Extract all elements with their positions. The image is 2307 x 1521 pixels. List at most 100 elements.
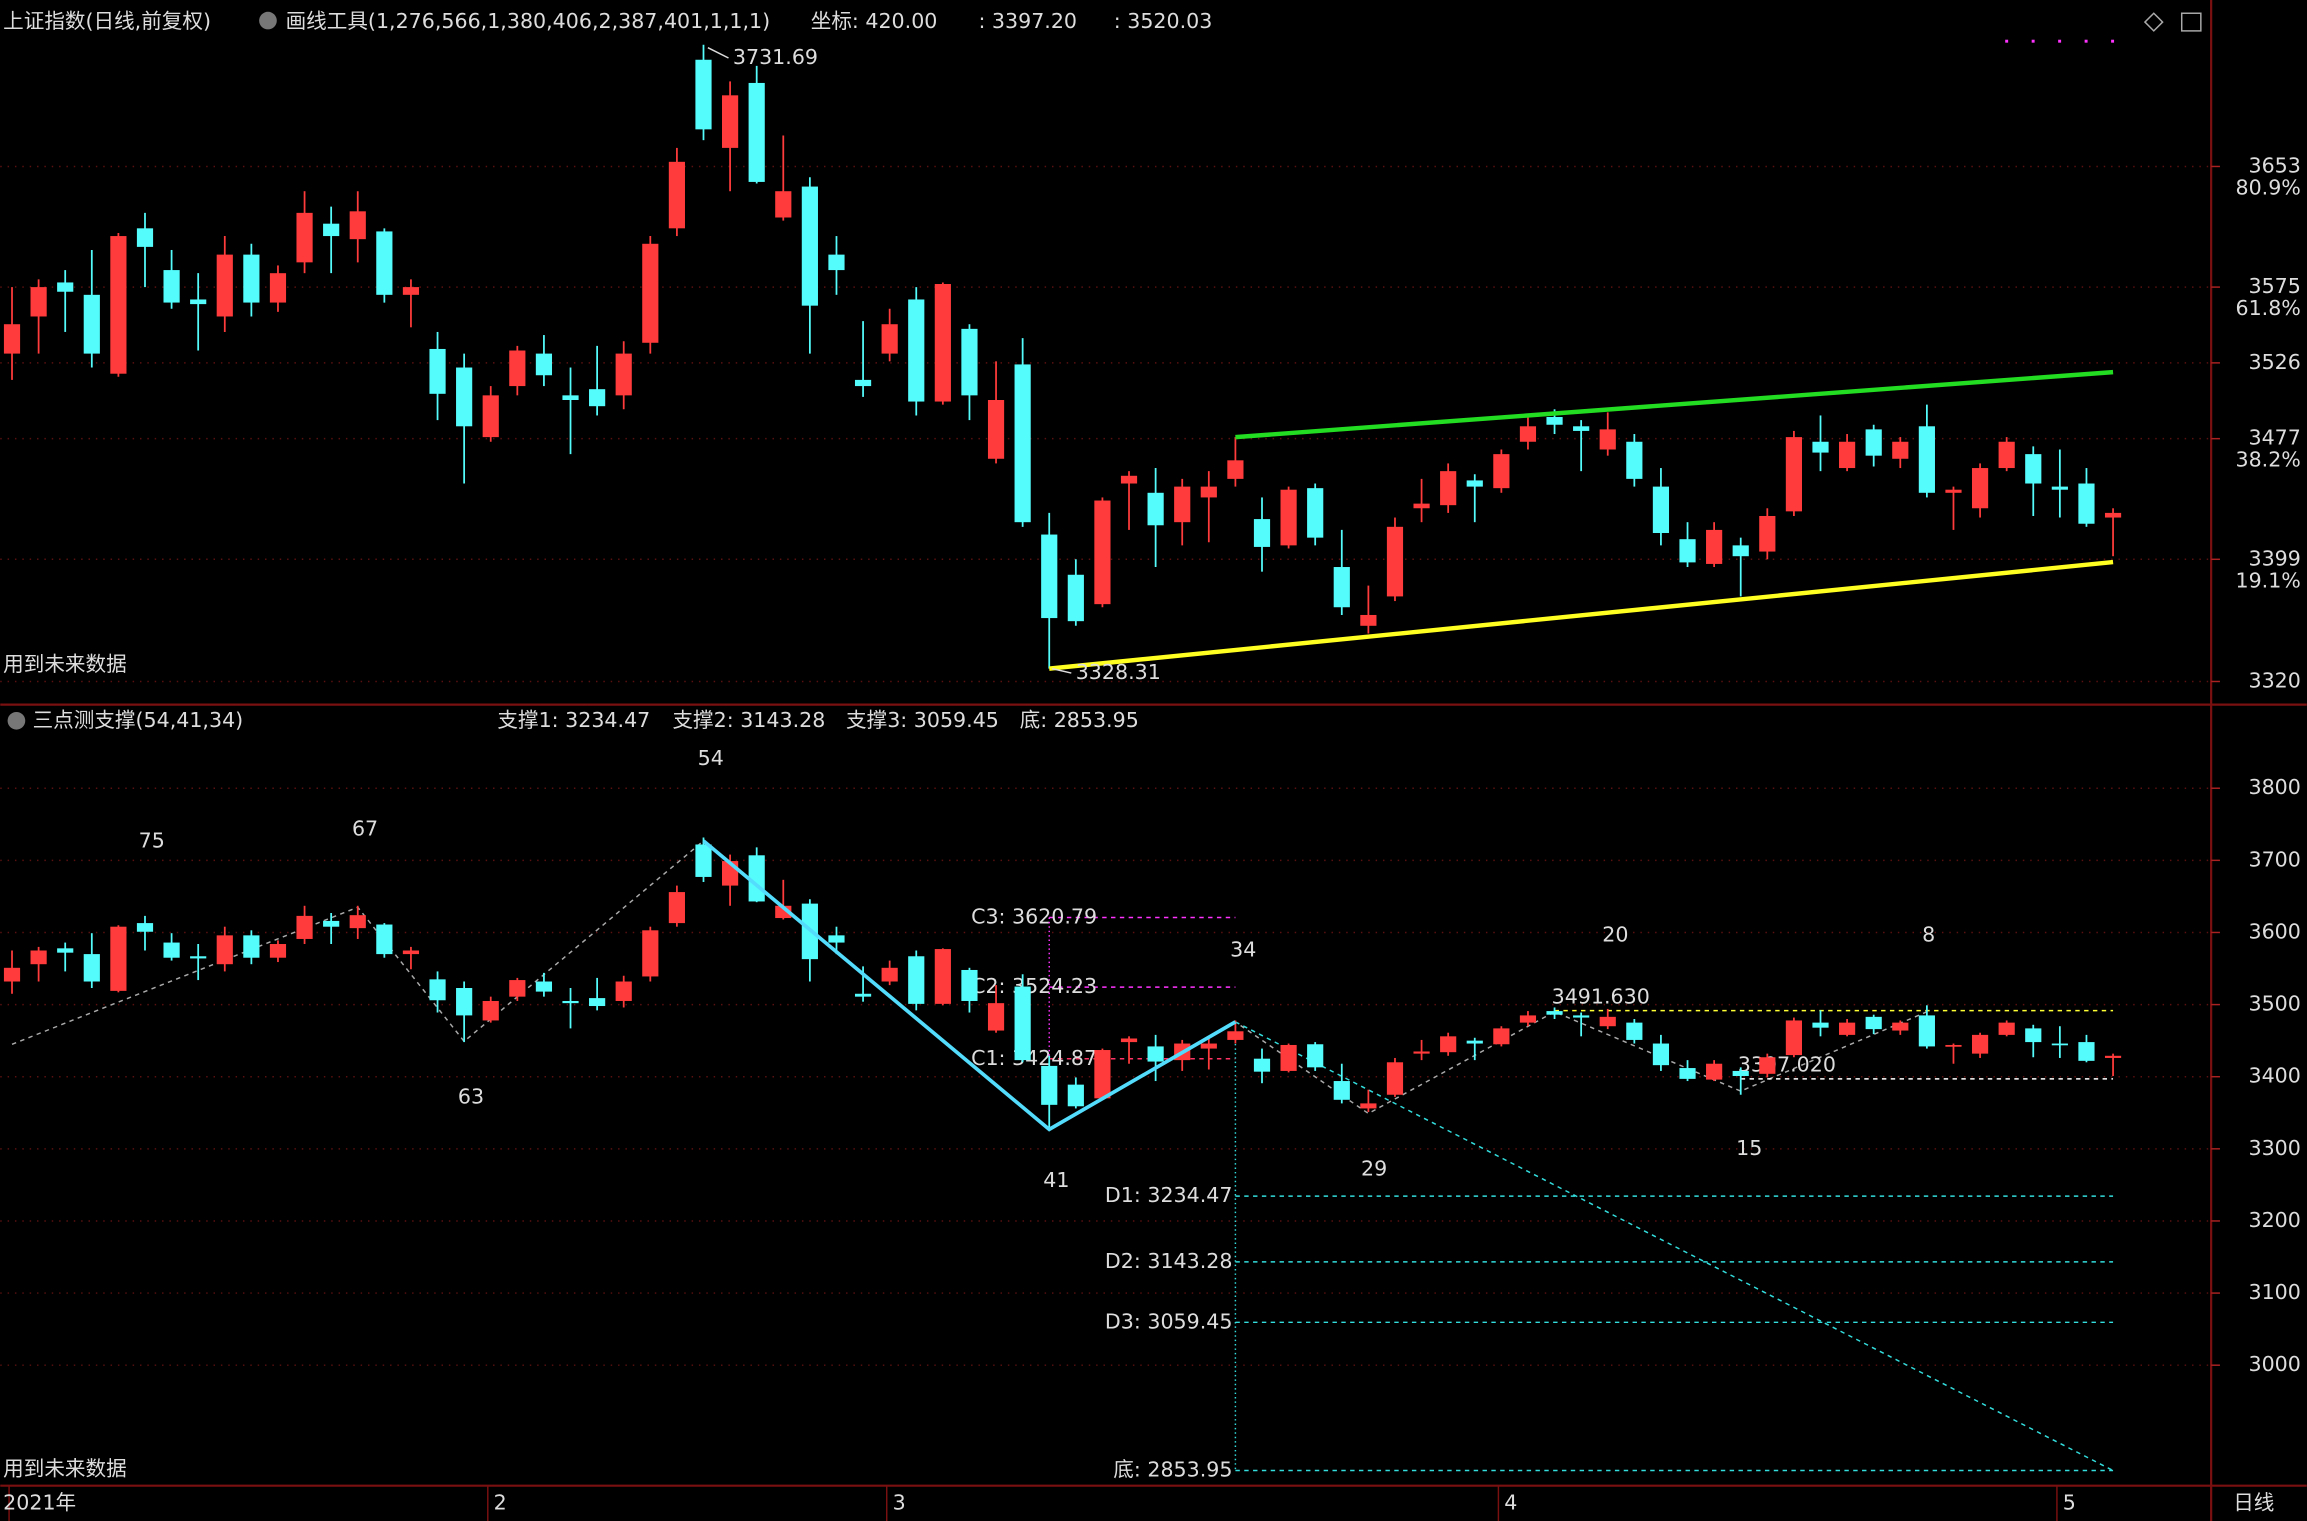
level-label: C1: 3424.87: [971, 1046, 1097, 1070]
candle-body: [1174, 486, 1191, 523]
candle-body: [668, 892, 685, 924]
dot: [2058, 39, 2062, 43]
y-tick-label: 3000: [2248, 1352, 2300, 1376]
candle-body: [1759, 1057, 1776, 1074]
period-label: 日线: [2233, 1490, 2274, 1514]
candle-body: [349, 211, 366, 240]
level-label: D1: 3234.47: [1105, 1183, 1233, 1207]
candle-body: [163, 942, 180, 958]
pct-tick-label: 61.8%: [2235, 296, 2300, 320]
candle-body: [83, 294, 100, 354]
candle-body: [1573, 426, 1590, 431]
candle-body: [1812, 441, 1829, 453]
candle-body: [1706, 529, 1723, 564]
candle-body: [1706, 1063, 1723, 1080]
candle-body: [243, 254, 260, 303]
candle-body: [562, 395, 579, 400]
low-pointer: [1052, 667, 1072, 674]
y-tick-label: 3575: [2248, 274, 2300, 298]
wave-label: 75: [139, 828, 165, 852]
dot: [2031, 39, 2035, 43]
level-label: 底: 2853.95: [1113, 1458, 1232, 1482]
candle-body: [1466, 1040, 1483, 1044]
draw-icon[interactable]: [2143, 12, 2164, 32]
candle-body: [2025, 1028, 2042, 1043]
candle-body: [1892, 1022, 1909, 1031]
pct-tick-label: 38.2%: [2235, 448, 2300, 472]
candle-body: [1466, 480, 1483, 487]
candle-body: [1812, 1022, 1829, 1028]
candle-body: [1971, 468, 1989, 509]
candle-body: [2025, 454, 2042, 484]
panel-icon[interactable]: [2180, 12, 2202, 32]
candle-body: [1573, 1015, 1590, 1018]
candle-body: [30, 950, 47, 965]
chart-title: 上证指数(日线,前复权): [3, 9, 211, 33]
y-tick-label: 3600: [2248, 919, 2300, 943]
candle-body: [987, 399, 1005, 459]
candle-body: [216, 254, 233, 317]
candle-body: [2078, 1042, 2095, 1061]
candle-body: [269, 273, 287, 303]
candle-body: [1333, 567, 1350, 608]
candle-body: [402, 950, 420, 955]
candle-body: [1785, 437, 1802, 512]
wave-label: 20: [1602, 923, 1628, 947]
candle-body: [2104, 512, 2122, 518]
menu-icon[interactable]: [259, 11, 277, 30]
candle-body: [1227, 460, 1244, 479]
y-tick-label: 3200: [2248, 1208, 2300, 1232]
candle-body: [1360, 614, 1377, 626]
dot: [2084, 39, 2088, 43]
pct-tick-label: 19.1%: [2235, 568, 2300, 592]
candle-body: [509, 980, 526, 997]
wave-label: 63: [458, 1084, 484, 1108]
candle-body: [1998, 441, 2015, 469]
candle-body: [1360, 1103, 1377, 1109]
candle-body: [1759, 515, 1776, 552]
wave-label: 29: [1361, 1156, 1387, 1180]
candle-body: [1945, 1044, 1962, 1047]
wave-label: 41: [1043, 1168, 1069, 1192]
candle-body: [136, 228, 154, 247]
candle-body: [1014, 986, 1031, 1061]
candle-body: [1440, 471, 1457, 506]
candle-body: [1413, 503, 1430, 509]
candle-body: [934, 949, 951, 1004]
candle-body: [1493, 1028, 1510, 1045]
level-label: C2: 3524.23: [971, 974, 1097, 998]
candle-body: [1386, 1062, 1404, 1095]
candle-body: [1307, 488, 1324, 538]
pct-tick-label: 80.9%: [2235, 176, 2300, 200]
y-tick-label: 3500: [2248, 992, 2300, 1016]
x-tick-label: 2: [494, 1490, 507, 1514]
y-tick-label: 3653: [2248, 153, 2300, 177]
candle-body: [1386, 526, 1404, 597]
candle-body: [1200, 486, 1217, 498]
level-label: D2: 3143.28: [1105, 1249, 1233, 1273]
candle-body: [1120, 1038, 1138, 1043]
candle-body: [216, 935, 233, 965]
candle-body: [1280, 1044, 1297, 1071]
candle-body: [243, 935, 260, 958]
candle-body: [349, 915, 366, 929]
candle-body: [2078, 483, 2095, 524]
candle-body: [1094, 1050, 1111, 1099]
candle-body: [589, 998, 606, 1007]
candle-body: [1865, 1016, 1882, 1030]
y-tick-label: 3700: [2248, 847, 2300, 871]
candle-body: [615, 981, 632, 1001]
menu-icon[interactable]: [7, 711, 26, 730]
candle-body: [1839, 1022, 1856, 1035]
legend-entry: 支撑1: 3234.47: [497, 708, 650, 732]
candle-body: [83, 954, 100, 982]
candle-body: [535, 353, 553, 376]
candle-body: [1652, 1043, 1670, 1066]
magenta-dots: [2005, 39, 2115, 43]
candle-body: [1253, 519, 1271, 547]
candle-body: [429, 979, 446, 1001]
wave-label: 15: [1736, 1136, 1762, 1160]
candle-body: [775, 191, 792, 218]
